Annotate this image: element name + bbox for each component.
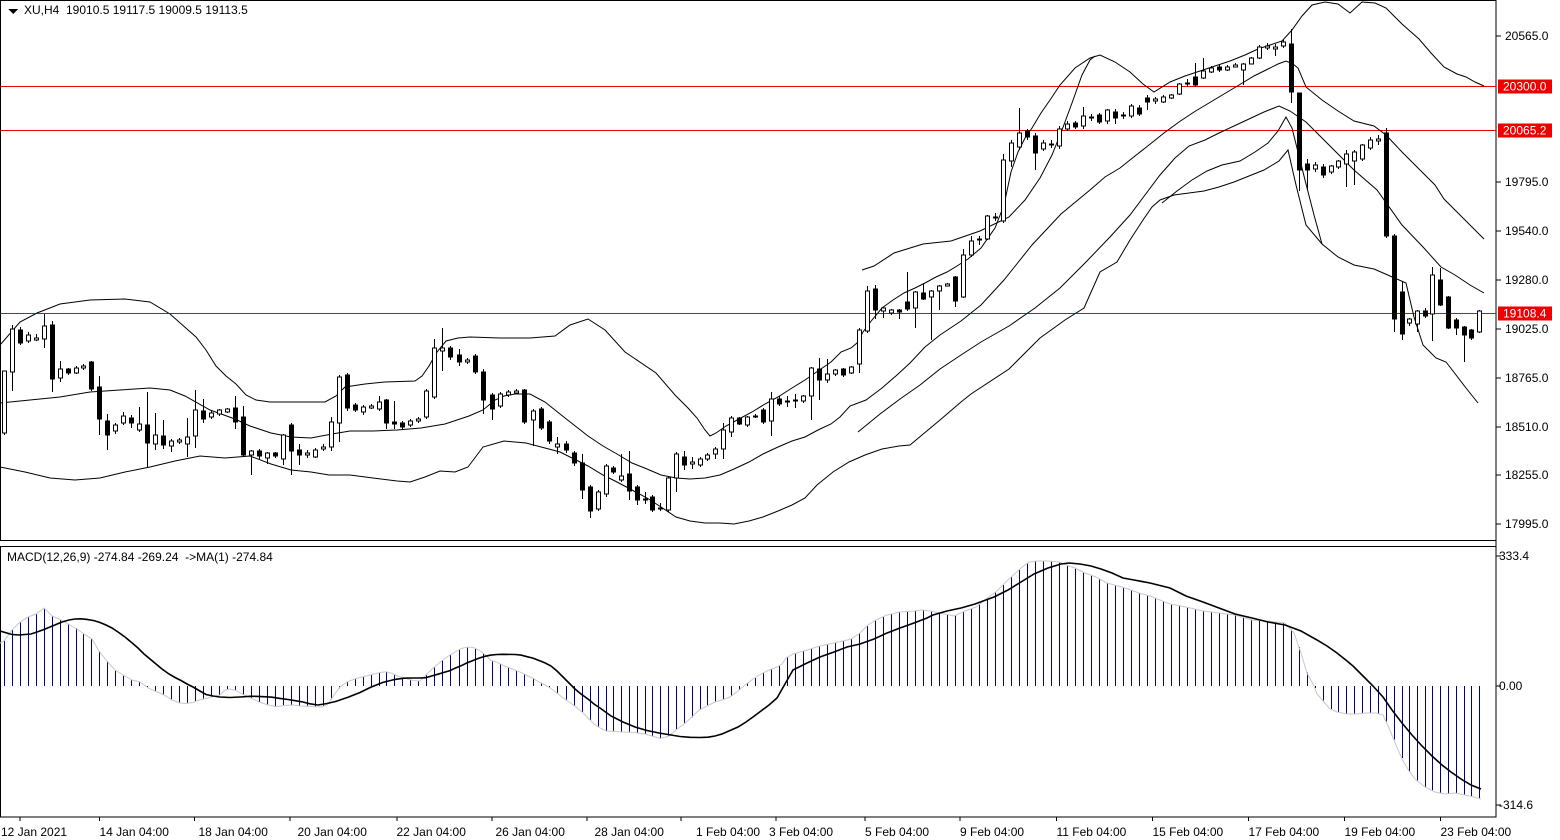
svg-text:MACD(12,26,9) -274.84 -269.24: MACD(12,26,9) -274.84 -269.24 ->MA(1) -2… [7,550,273,564]
svg-text:23 Feb 04:00: 23 Feb 04:00 [1441,825,1512,839]
svg-text:20 Jan 04:00: 20 Jan 04:00 [298,825,368,839]
svg-text:14 Jan 04:00: 14 Jan 04:00 [100,825,170,839]
svg-text:5 Feb 04:00: 5 Feb 04:00 [865,825,929,839]
svg-text:26 Jan 04:00: 26 Jan 04:00 [496,825,566,839]
svg-text:19540.0: 19540.0 [1505,224,1549,238]
svg-text:17995.0: 17995.0 [1505,517,1549,531]
svg-text:18255.0: 18255.0 [1505,468,1549,482]
svg-text:28 Jan 04:00: 28 Jan 04:00 [595,825,665,839]
svg-text:12 Jan 2021: 12 Jan 2021 [1,825,67,839]
svg-text:9 Feb 04:00: 9 Feb 04:00 [960,825,1024,839]
svg-text:18 Jan 04:00: 18 Jan 04:00 [199,825,269,839]
svg-text:19 Feb 04:00: 19 Feb 04:00 [1345,825,1416,839]
svg-text:18510.0: 18510.0 [1505,420,1549,434]
svg-text:19795.0: 19795.0 [1505,175,1549,189]
svg-text:18765.0: 18765.0 [1505,371,1549,385]
svg-text:0.00: 0.00 [1499,679,1523,693]
svg-text:333.4: 333.4 [1499,549,1529,563]
svg-text:19025.0: 19025.0 [1505,322,1549,336]
svg-text:-314.6: -314.6 [1499,798,1533,812]
svg-text:3 Feb 04:00: 3 Feb 04:00 [769,825,833,839]
svg-text:XU,H4 19010.5 19117.5 19009.5: XU,H4 19010.5 19117.5 19009.5 19113.5 [24,3,248,17]
svg-text:19108.4: 19108.4 [1503,307,1547,321]
svg-text:15 Feb 04:00: 15 Feb 04:00 [1153,825,1224,839]
svg-text:20565.0: 20565.0 [1505,29,1549,43]
svg-text:22 Jan 04:00: 22 Jan 04:00 [397,825,467,839]
svg-text:17 Feb 04:00: 17 Feb 04:00 [1249,825,1320,839]
svg-text:1 Feb 04:00: 1 Feb 04:00 [696,825,760,839]
svg-text:20065.2: 20065.2 [1503,124,1547,138]
svg-text:19280.0: 19280.0 [1505,273,1549,287]
svg-text:20300.0: 20300.0 [1503,80,1547,94]
svg-text:11 Feb 04:00: 11 Feb 04:00 [1057,825,1127,839]
